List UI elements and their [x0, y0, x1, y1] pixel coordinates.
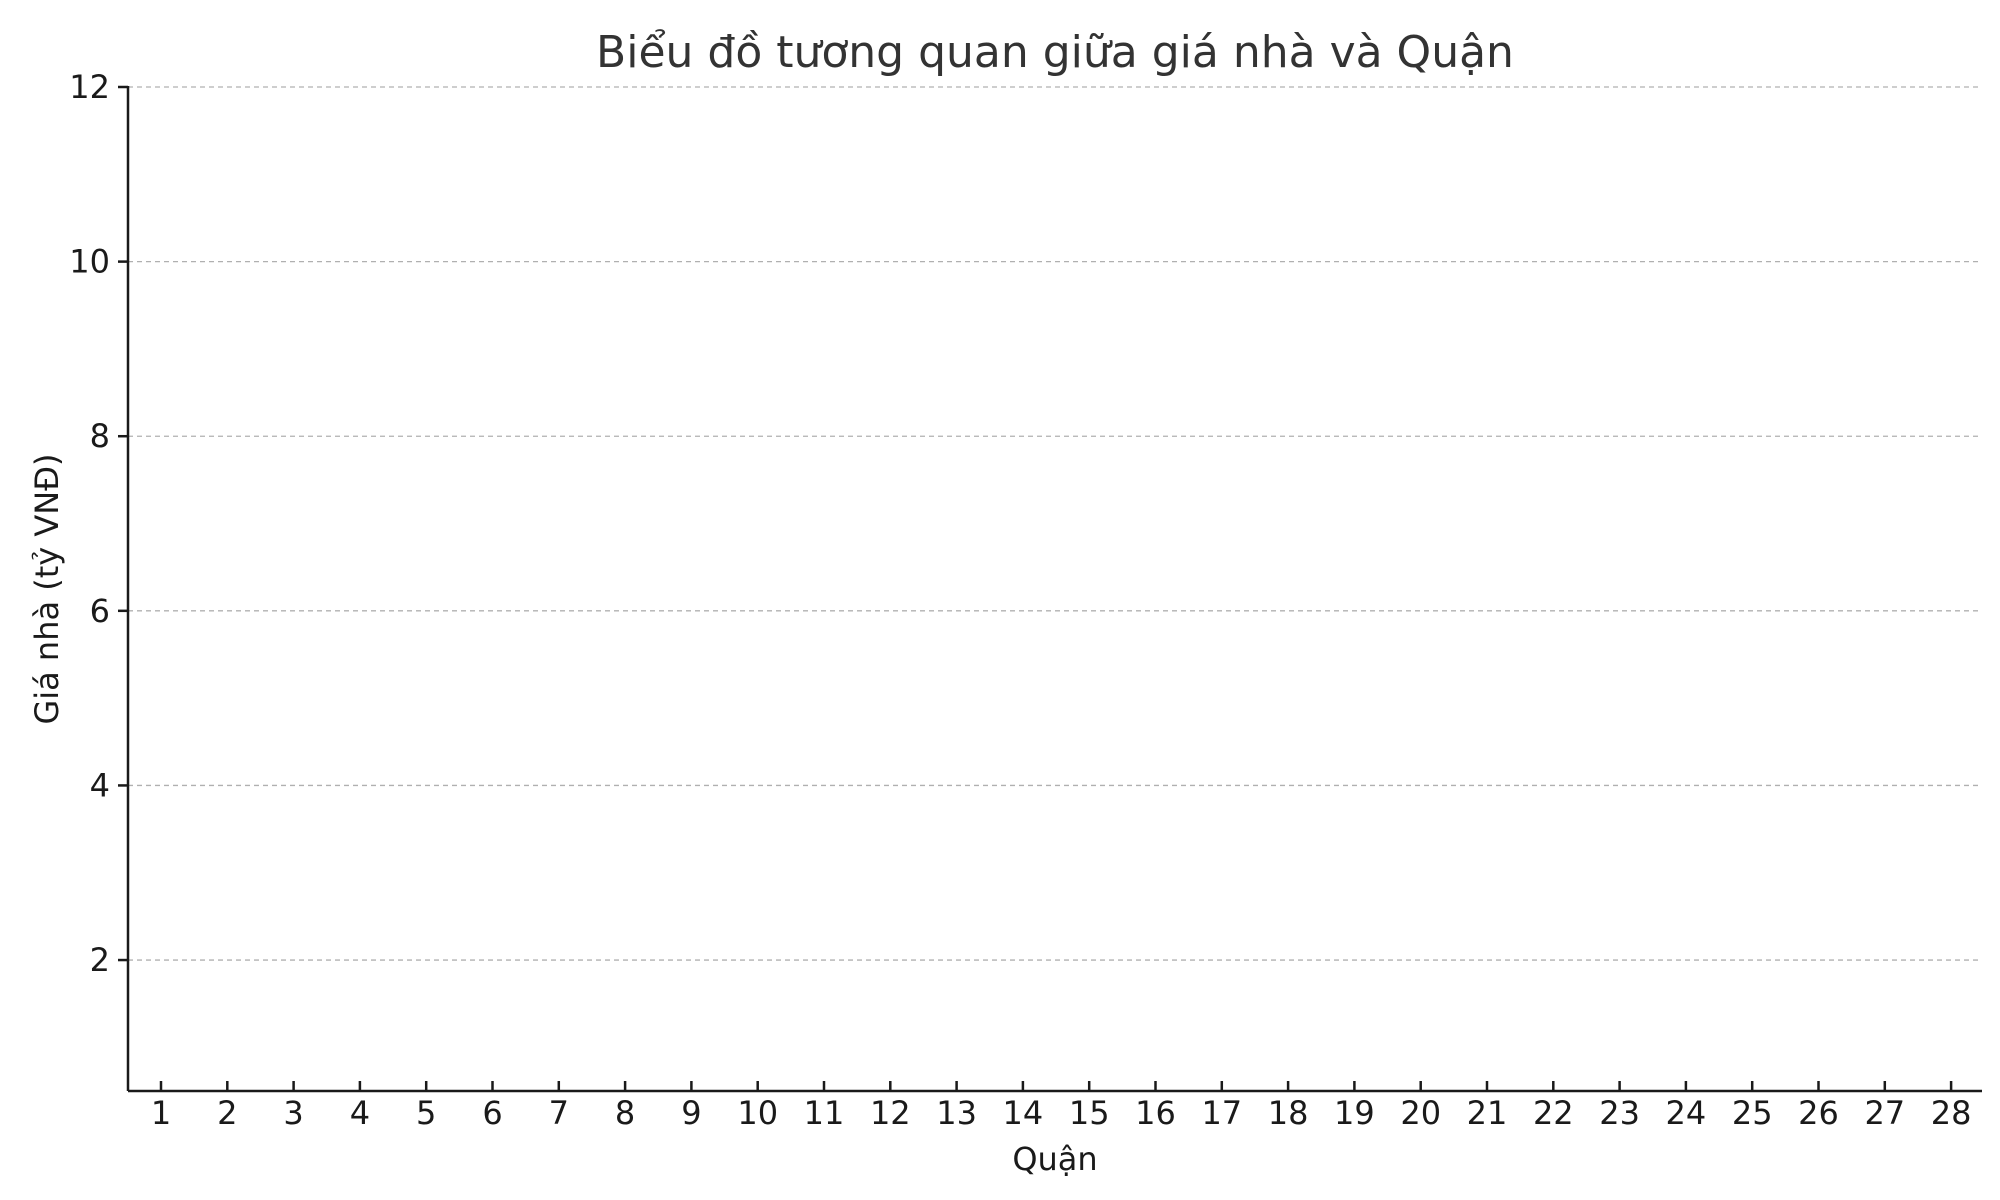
- x-tick-label: 11: [804, 1094, 845, 1132]
- x-tick-label: 15: [1069, 1094, 1110, 1132]
- x-tick-label: 21: [1467, 1094, 1508, 1132]
- grid-layer: [128, 86, 1982, 961]
- x-tick-label: 2: [217, 1094, 237, 1132]
- x-tick-label: 5: [416, 1094, 436, 1132]
- x-tick-label: 8: [615, 1094, 635, 1132]
- x-tick-label: 20: [1400, 1094, 1441, 1132]
- x-tick-label: 14: [1003, 1094, 1044, 1132]
- x-tick-label: 23: [1599, 1094, 1640, 1132]
- chart-title: Biểu đồ tương quan giữa giá nhà và Quận: [596, 27, 1514, 78]
- y-tick-label: 10: [69, 243, 110, 281]
- y-axis-title: Giá nhà (tỷ VNĐ): [28, 453, 66, 724]
- x-tick-label: 4: [350, 1094, 370, 1132]
- x-tick-label: 13: [936, 1094, 977, 1132]
- y-tick-label: 12: [69, 68, 110, 106]
- x-tick-label: 25: [1732, 1094, 1773, 1132]
- x-tick-label: 3: [283, 1094, 303, 1132]
- y-tick-label: 6: [90, 592, 110, 630]
- x-axis-title: Quận: [1012, 1140, 1097, 1178]
- x-tick-label: 24: [1666, 1094, 1707, 1132]
- x-tick-label: 7: [549, 1094, 569, 1132]
- x-tick-label: 6: [482, 1094, 502, 1132]
- x-tick-label: 19: [1334, 1094, 1375, 1132]
- x-tick-label: 17: [1201, 1094, 1242, 1132]
- y-ticks: 2 4 6 8 10 12: [69, 68, 128, 979]
- y-tick-label: 8: [90, 417, 110, 455]
- x-tick-label: 26: [1798, 1094, 1839, 1132]
- x-tick-label: 9: [681, 1094, 701, 1132]
- x-tick-label: 10: [737, 1094, 778, 1132]
- x-tick-label: 28: [1931, 1094, 1972, 1132]
- x-tick-label: 18: [1268, 1094, 1309, 1132]
- y-tick-label: 2: [90, 941, 110, 979]
- x-tick-label: 1: [151, 1094, 171, 1132]
- x-tick-label: 12: [870, 1094, 911, 1132]
- x-tick-label: 22: [1533, 1094, 1574, 1132]
- x-ticks: 1 2 3 4 5 6 7 8 9 10 11 12 13 14 15 16 17 18 19 20 21 22 23 24 2…: [151, 1081, 1972, 1132]
- y-tick-label: 4: [90, 766, 110, 804]
- x-tick-label: 16: [1135, 1094, 1176, 1132]
- x-tick-label: 27: [1864, 1094, 1905, 1132]
